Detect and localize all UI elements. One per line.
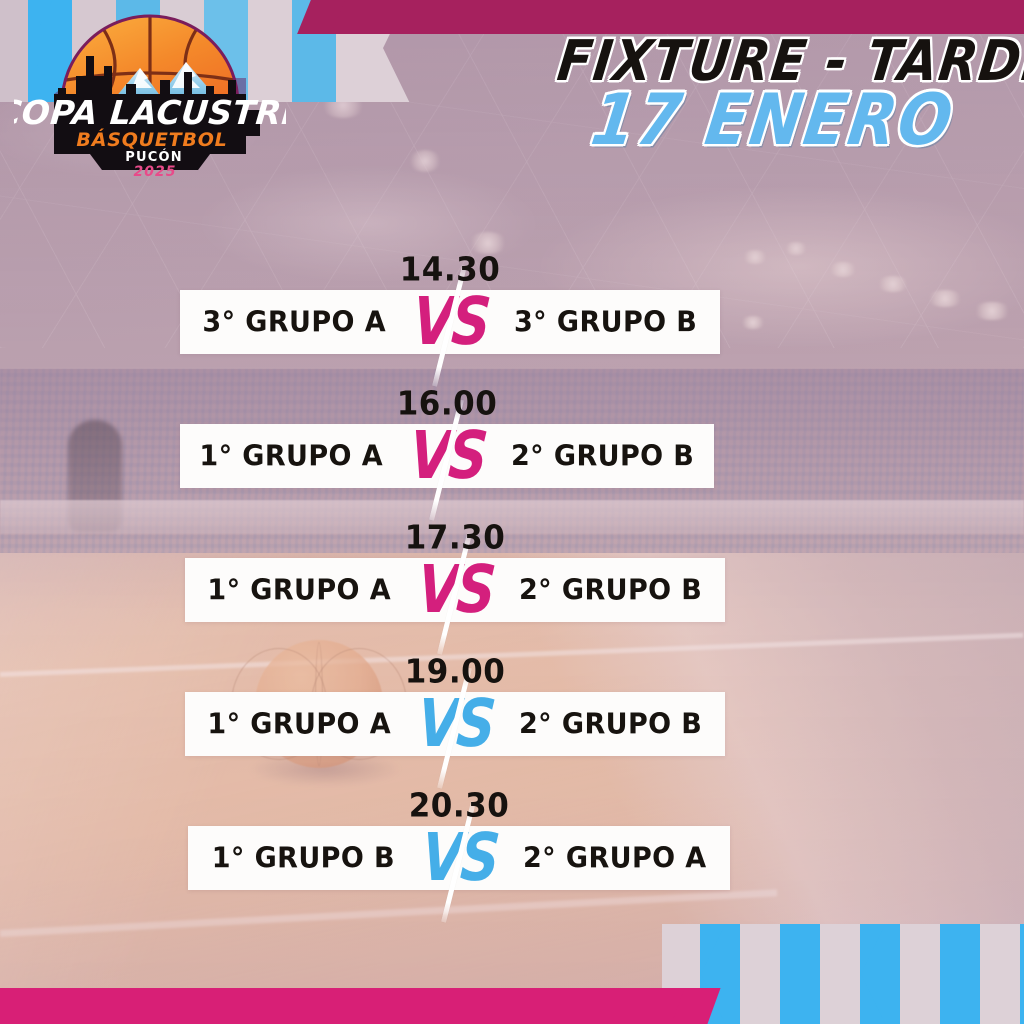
match-time: 14.30 [399, 250, 501, 290]
logo-year-text: 2025 [134, 164, 177, 178]
top-magenta-band [330, 0, 1024, 34]
match-bar: 3° GRUPO A VS 3° GRUPO B [180, 265, 720, 387]
match-row: 19.00 1° GRUPO A VS 2° GRUPO B [0, 652, 1024, 789]
ceiling-light [828, 262, 858, 277]
match-bar: 1° GRUPO A VS 2° GRUPO B [180, 399, 714, 521]
away-team: 2° GRUPO B [511, 439, 695, 473]
match-row: 20.30 1° GRUPO B VS 2° GRUPO A [0, 786, 1024, 923]
copa-lacustre-logo: COPA LACUSTRE BÁSQUETBOL PUCÓN 2025 [0, 6, 307, 180]
logo-shield [54, 56, 260, 170]
home-team: 3° GRUPO A [202, 305, 386, 339]
bottom-right-chevron-decoration [662, 924, 1024, 1024]
ceiling-light [784, 242, 808, 255]
courtside-led-board [0, 500, 1024, 534]
home-team: 1° GRUPO A [207, 707, 391, 741]
versus-separator: VS [407, 667, 503, 789]
match-bar: 1° GRUPO B VS 2° GRUPO A [188, 801, 730, 923]
match-time: 16.00 [396, 384, 498, 424]
ceiling-light [740, 316, 766, 329]
away-team: 3° GRUPO B [514, 305, 698, 339]
ceiling-light [742, 250, 768, 264]
match-time: 17.30 [404, 518, 506, 558]
header: FIXTURE - TARDE 17 ENERO [554, 28, 1024, 161]
home-team: 1° GRUPO B [211, 841, 395, 875]
ceiling-light [972, 302, 1012, 320]
away-team: 2° GRUPO A [523, 841, 707, 875]
ceiling-light [876, 276, 910, 292]
home-team: 1° GRUPO A [207, 573, 391, 607]
versus-separator: VS [402, 265, 498, 387]
match-list: 14.303° GRUPO AVS3° GRUPO B16.001° GRUPO… [0, 250, 1024, 923]
match-row: 14.30 3° GRUPO A VS 3° GRUPO B [0, 250, 1024, 387]
match-bar: 1° GRUPO A VS 2° GRUPO B [185, 667, 725, 789]
versus-separator: VS [411, 801, 507, 923]
logo-subtitle-text: BÁSQUETBOL [76, 128, 227, 151]
away-team: 2° GRUPO B [519, 573, 703, 607]
logo-title-text: COPA LACUSTRE [14, 93, 286, 132]
match-time: 20.30 [408, 786, 510, 826]
away-team: 2° GRUPO B [519, 707, 703, 741]
versus-separator: VS [407, 533, 503, 655]
ceiling-light [926, 290, 964, 307]
fixture-date: 17 ENERO [586, 77, 960, 162]
match-bar: 1° GRUPO A VS 2° GRUPO B [185, 533, 725, 655]
bottom-pink-band [0, 988, 690, 1024]
match-time: 19.00 [404, 652, 506, 692]
ceiling-light [408, 150, 442, 172]
home-team: 1° GRUPO A [199, 439, 383, 473]
ceiling-light [468, 232, 508, 254]
versus-separator: VS [399, 399, 495, 521]
match-row: 16.00 1° GRUPO A VS 2° GRUPO B [0, 384, 1024, 521]
logo-city-text: PUCÓN [125, 149, 183, 165]
match-row: 17.30 1° GRUPO A VS 2° GRUPO B [0, 518, 1024, 655]
